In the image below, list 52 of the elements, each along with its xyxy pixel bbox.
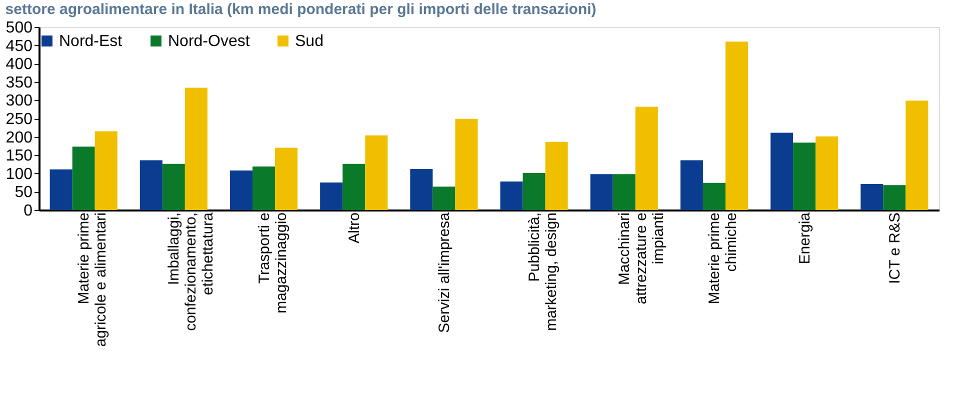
bar [545,142,568,210]
bar [590,174,613,210]
bar [230,170,253,210]
y-tick-label: 100 [6,166,33,183]
bar [883,185,906,210]
bar [94,131,118,210]
bar [50,169,72,210]
bar [184,88,208,210]
bar [365,135,388,210]
y-tick-label: 450 [6,38,33,55]
x-tick-label: ICT e R&S [886,212,904,284]
bar [770,132,794,210]
y-tick-label: 300 [6,92,33,110]
bar [162,164,185,210]
bar [500,181,523,210]
bar [432,186,456,210]
bar [455,118,478,210]
bar [252,166,276,210]
y-tick-label: 350 [6,74,33,92]
bar [793,142,816,210]
bar [635,106,658,210]
legend-label: Nord-Est [59,33,123,50]
bar [410,169,433,210]
x-tick-label: Servizi all'impresa [436,212,453,333]
legend-label: Nord-Ovest [168,33,250,50]
bar [860,184,884,210]
x-tick-label: Energia [796,212,814,264]
bar [702,182,726,210]
bar [906,100,928,210]
y-tick-label: 150 [6,148,33,165]
bar [522,173,546,210]
bar [342,164,366,210]
chart-title: settore agroalimentare in Italia (km medi ponderati per gli importi delle transazioni) [5,1,596,18]
bar [680,160,703,210]
y-tick-label: 250 [6,111,33,128]
bar [320,182,343,210]
bar [725,42,748,210]
y-tick-label: 400 [6,56,33,74]
x-tick-label: Materie prime agricole e alimentari [76,212,110,347]
bar [275,148,298,210]
y-tick-label: 500 [6,20,33,36]
x-tick-label: Altro [346,212,363,244]
y-tick-label: 200 [6,129,33,146]
y-tick-label: 50 [14,184,33,202]
x-tick-label: Pubblicità, marketing, design [526,212,560,331]
bar [816,136,838,210]
bar [72,146,95,210]
bar [612,174,636,210]
y-tick-label: 0 [24,202,33,220]
bar [140,160,162,210]
legend-label: Sud [295,33,324,50]
x-tick-label: Macchinari attrezzature e impianti [616,212,668,304]
